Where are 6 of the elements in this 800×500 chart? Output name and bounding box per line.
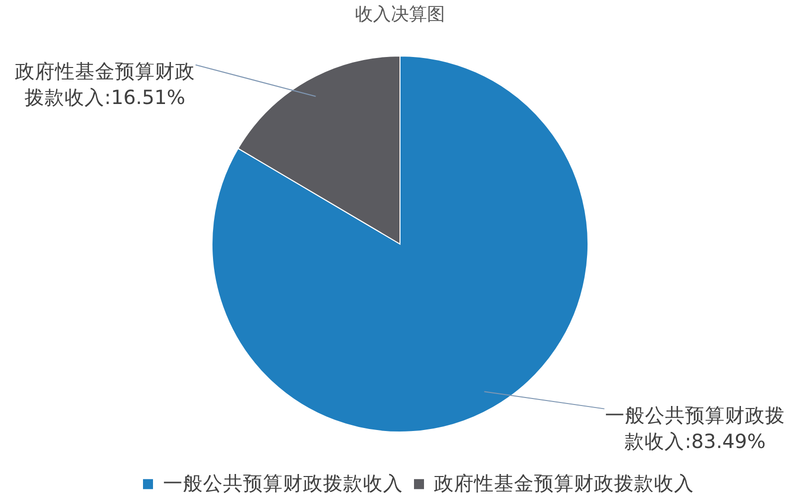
- legend-label: 一般公共预算财政拨款收入: [162, 472, 403, 496]
- legend-label: 政府性基金预算财政拨款收入: [434, 472, 694, 496]
- chart-title: 收入决算图: [355, 4, 445, 25]
- data-label: 政府性基金预算财政拨款收入:16.51%: [14, 60, 195, 110]
- pie-slice: [212, 56, 588, 432]
- data-label: 一般公共预算财政拨款收入:83.49%: [605, 404, 786, 453]
